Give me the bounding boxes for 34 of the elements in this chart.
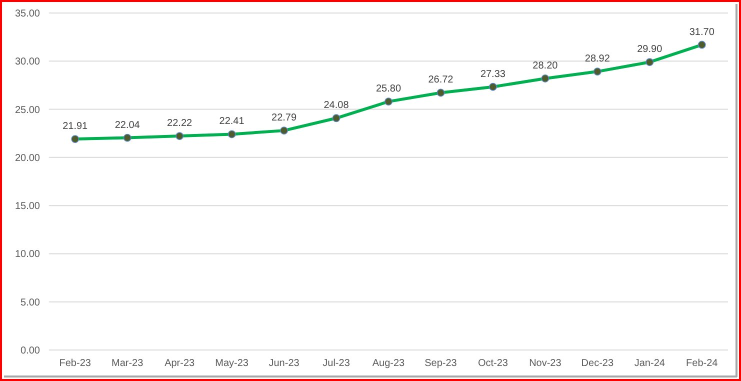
data-label: 31.70 bbox=[689, 26, 715, 38]
x-tick-label: Apr-23 bbox=[164, 358, 196, 369]
x-tick-label: Jun-23 bbox=[268, 358, 300, 369]
data-label: 29.90 bbox=[637, 44, 663, 56]
y-tick-label: 35.00 bbox=[14, 8, 40, 20]
y-tick-label: 0.00 bbox=[20, 346, 40, 356]
y-tick-label: 30.00 bbox=[14, 56, 40, 68]
data-label: 22.04 bbox=[114, 120, 140, 131]
x-tick-label: Dec-23 bbox=[581, 358, 614, 369]
y-tick-label: 20.00 bbox=[14, 152, 40, 164]
x-tick-label: Oct-23 bbox=[478, 358, 508, 369]
data-label: 27.33 bbox=[480, 68, 506, 80]
data-label: 22.41 bbox=[219, 116, 245, 128]
data-label: 28.20 bbox=[532, 60, 558, 72]
x-tick-label: Feb-23 bbox=[59, 358, 92, 369]
data-label: 22.79 bbox=[272, 112, 297, 124]
data-label: 26.72 bbox=[428, 74, 454, 86]
y-tick-label: 10.00 bbox=[14, 249, 40, 260]
x-tick-label: May-23 bbox=[215, 358, 249, 369]
data-label: 24.08 bbox=[324, 100, 350, 112]
x-tick-label: Sep-23 bbox=[424, 358, 458, 369]
x-tick-label: Mar-23 bbox=[112, 358, 144, 369]
x-tick-label: Jan-24 bbox=[634, 358, 666, 369]
x-tick-label: Feb-24 bbox=[686, 358, 718, 369]
data-label: 25.80 bbox=[376, 84, 402, 95]
y-tick-label: 15.00 bbox=[14, 201, 40, 212]
x-tick-label: Jul-23 bbox=[322, 358, 350, 369]
y-tick-label: 25.00 bbox=[14, 104, 40, 116]
x-tick-label: Aug-23 bbox=[372, 358, 406, 369]
x-tick-label: Nov-23 bbox=[529, 358, 562, 369]
data-label: 21.91 bbox=[62, 121, 88, 132]
data-label: 22.22 bbox=[167, 118, 193, 130]
data-label: 28.92 bbox=[584, 54, 610, 65]
y-tick-label: 5.00 bbox=[20, 297, 40, 308]
